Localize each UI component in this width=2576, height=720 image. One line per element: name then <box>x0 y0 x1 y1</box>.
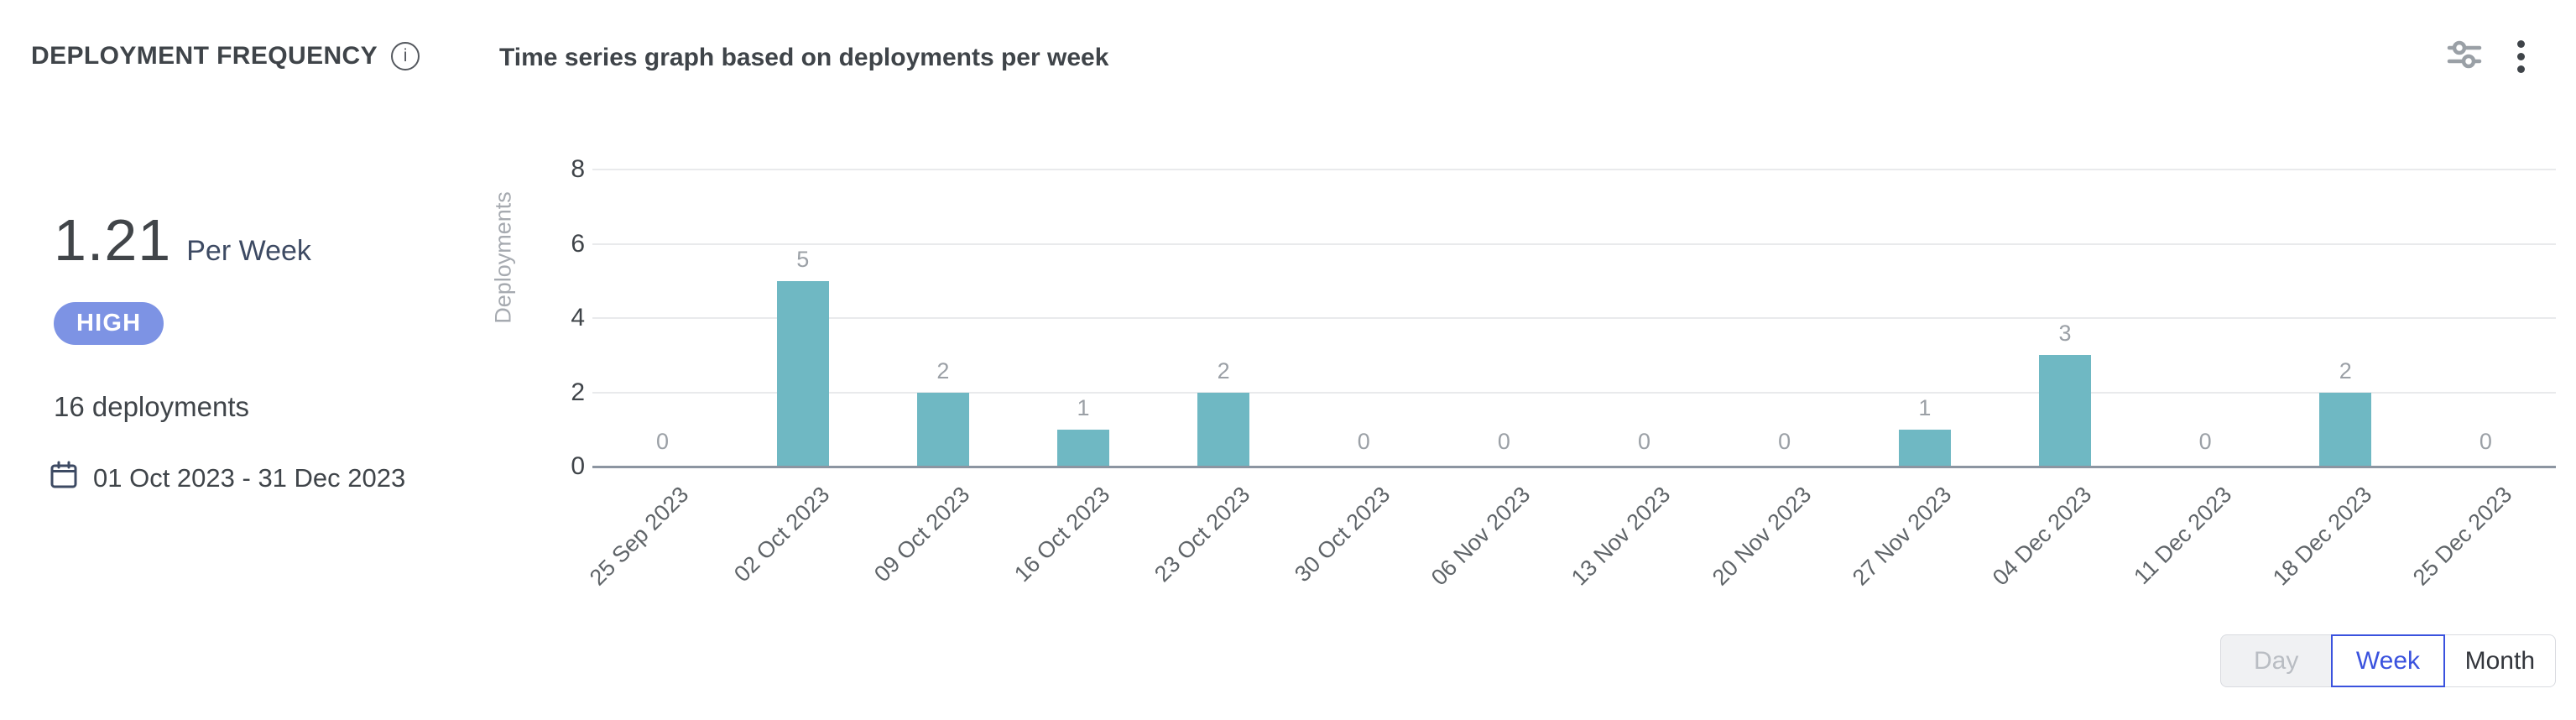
x-label-slot: 11 Dec 2023 <box>2129 482 2276 650</box>
x-label-slot: 18 Dec 2023 <box>2268 482 2416 650</box>
bar-slot: 0 <box>1434 170 1574 467</box>
bar-slot: 0 <box>2416 170 2556 467</box>
bar-slot: 0 <box>592 170 733 467</box>
deployment-rate: 1.21 Per Week <box>54 206 311 274</box>
bar-slot: 0 <box>1714 170 1854 467</box>
x-tick-label: 18 Dec 2023 <box>2267 482 2377 591</box>
x-tick-label: 13 Nov 2023 <box>1567 482 1676 591</box>
granularity-week-button[interactable]: Week <box>2331 634 2445 687</box>
bar-slot: 1 <box>1013 170 1153 467</box>
header-actions <box>2447 37 2528 76</box>
gridline <box>592 317 2556 319</box>
bars-area: 0 5 2 1 2 0 0 0 0 1 3 0 2 0 <box>592 170 2556 467</box>
y-tick-label: 8 <box>571 155 585 183</box>
gridline <box>592 391 2556 394</box>
x-label-slot: 20 Nov 2023 <box>1707 482 1854 650</box>
calendar-icon <box>49 460 79 497</box>
bar-value-label: 5 <box>796 246 810 272</box>
bar-value-label: 2 <box>1217 357 1230 383</box>
x-label-slot: 02 Oct 2023 <box>729 482 873 650</box>
widget-header: DEPLOYMENT FREQUENCY i <box>31 42 420 70</box>
x-tick-label: 16 Oct 2023 <box>1009 482 1115 587</box>
bar-slot: 0 <box>1294 170 1434 467</box>
x-label-slot: 06 Nov 2023 <box>1426 482 1574 650</box>
chart-bar[interactable] <box>776 280 829 467</box>
x-tick-label: 30 Oct 2023 <box>1290 482 1395 587</box>
x-tick-label: 09 Oct 2023 <box>868 482 975 587</box>
sliders-icon[interactable] <box>2447 37 2482 76</box>
chart-bar[interactable] <box>916 392 969 467</box>
x-label-slot: 16 Oct 2023 <box>1009 482 1153 650</box>
gridline <box>592 169 2556 170</box>
bar-value-label: 1 <box>1918 394 1932 420</box>
gridline <box>592 243 2556 245</box>
widget-title: DEPLOYMENT FREQUENCY <box>31 42 378 70</box>
y-tick-label: 4 <box>571 304 585 331</box>
bar-value-label: 0 <box>1778 429 1791 454</box>
chart-bar[interactable] <box>2038 355 2091 467</box>
date-range-label: 01 Oct 2023 - 31 Dec 2023 <box>93 463 406 493</box>
bar-value-label: 0 <box>2198 429 2212 454</box>
x-tick-label: 02 Oct 2023 <box>728 482 834 587</box>
x-tick-label: 25 Sep 2023 <box>585 482 694 591</box>
x-label-slot: 30 Oct 2023 <box>1290 482 1434 650</box>
x-axis-labels: 25 Sep 2023 02 Oct 2023 09 Oct 2023 16 Oct … <box>585 482 2556 650</box>
chart-bar[interactable] <box>2319 392 2372 467</box>
x-tick-label: 25 Dec 2023 <box>2408 482 2517 591</box>
bar-slot: 2 <box>2276 170 2416 467</box>
bar-value-label: 0 <box>1497 429 1510 454</box>
chart-subtitle: Time series graph based on deployments p… <box>499 44 1109 71</box>
x-tick-label: 23 Oct 2023 <box>1150 482 1255 587</box>
chart-bar[interactable] <box>1197 392 1250 467</box>
date-range[interactable]: 01 Oct 2023 - 31 Dec 2023 <box>49 460 405 497</box>
y-tick-label: 2 <box>571 378 585 406</box>
y-tick-label: 0 <box>571 452 585 480</box>
bar-slot: 1 <box>1854 170 1995 467</box>
bar-value-label: 3 <box>2058 321 2072 347</box>
x-label-slot: 09 Oct 2023 <box>869 482 1013 650</box>
bar-slot: 5 <box>733 170 873 467</box>
granularity-toggle: Day Week Month <box>2220 634 2556 687</box>
granularity-month-button[interactable]: Month <box>2444 634 2556 687</box>
x-tick-label: 11 Dec 2023 <box>2129 482 2237 590</box>
x-tick-label: 06 Nov 2023 <box>1426 482 1536 591</box>
bar-value-label: 2 <box>936 357 950 383</box>
bar-slot: 0 <box>1574 170 1714 467</box>
y-axis-title: Deployments <box>490 191 516 324</box>
bar-slot: 3 <box>1995 170 2135 467</box>
granularity-day-button[interactable]: Day <box>2220 634 2332 687</box>
bar-value-label: 1 <box>1077 394 1090 420</box>
bar-value-label: 0 <box>2479 429 2492 454</box>
y-tick-label: 6 <box>571 229 585 258</box>
x-label-slot: 25 Sep 2023 <box>585 482 733 650</box>
x-label-slot: 27 Nov 2023 <box>1848 482 1995 650</box>
chart-bar[interactable] <box>1056 429 1109 467</box>
bar-value-label: 0 <box>1638 429 1651 454</box>
bar-slot: 0 <box>2135 170 2276 467</box>
kebab-menu-icon[interactable] <box>2514 37 2528 76</box>
x-label-slot: 04 Dec 2023 <box>1988 482 2135 650</box>
x-axis-line <box>592 465 2556 468</box>
total-deployments: 16 deployments <box>54 391 249 422</box>
bar-value-label: 0 <box>656 429 670 454</box>
chart-bar[interactable] <box>1898 429 1951 467</box>
x-label-slot: 13 Nov 2023 <box>1567 482 1714 650</box>
status-badge: HIGH <box>54 302 164 345</box>
rate-unit: Per Week <box>186 235 311 267</box>
info-icon[interactable]: i <box>391 42 420 70</box>
x-label-slot: 25 Dec 2023 <box>2408 482 2556 650</box>
bar-value-label: 0 <box>1357 429 1370 454</box>
x-tick-label: 27 Nov 2023 <box>1847 482 1957 591</box>
x-tick-label: 04 Dec 2023 <box>1987 482 2097 591</box>
bar-value-label: 2 <box>2339 357 2352 383</box>
bar-slot: 2 <box>873 170 1013 467</box>
rate-value: 1.21 <box>54 207 172 273</box>
x-label-slot: 23 Oct 2023 <box>1150 482 1294 650</box>
bar-slot: 2 <box>1154 170 1294 467</box>
x-tick-label: 20 Nov 2023 <box>1707 482 1816 591</box>
